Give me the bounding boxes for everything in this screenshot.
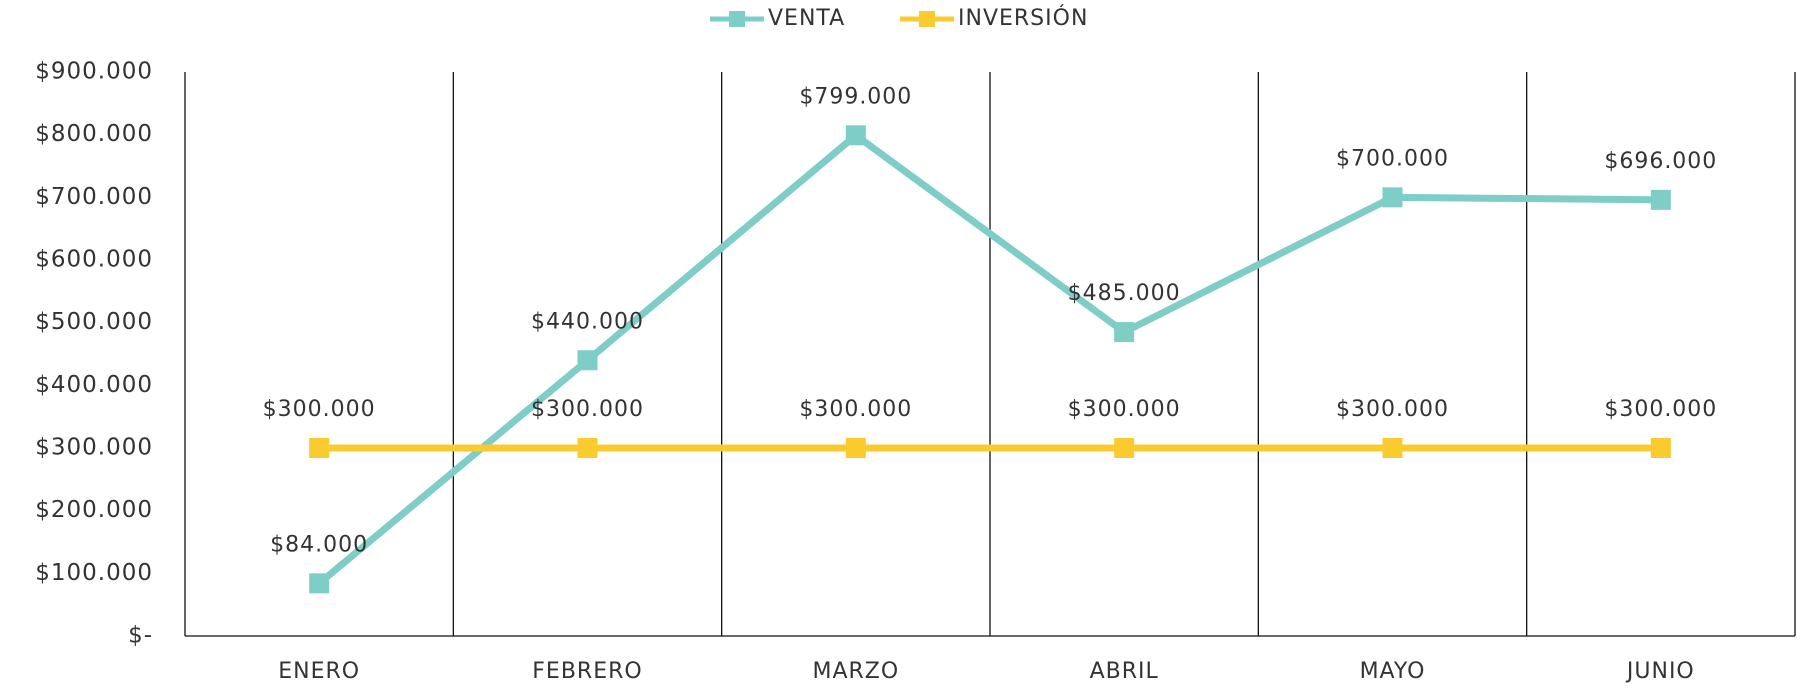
point-marker (1114, 438, 1135, 458)
series-line (316, 130, 1661, 587)
x-tick-label: MARZO (812, 659, 899, 684)
x-tick-label: MAYO (1360, 659, 1426, 684)
x-tick-label: ABRIL (1090, 659, 1159, 684)
x-tick-label: ENERO (278, 659, 360, 684)
data-label: $84.000 (270, 532, 368, 557)
y-tick-label: $500.000 (35, 309, 153, 335)
point-marker (577, 438, 598, 458)
y-tick-label: $400.000 (35, 372, 153, 398)
y-tick-label: $600.000 (35, 247, 153, 273)
y-tick-label: $- (128, 623, 153, 649)
legend-marker (919, 11, 935, 27)
legend-label: INVERSIÓN (958, 5, 1088, 31)
data-label: $799.000 (799, 84, 912, 109)
y-tick-label: $900.000 (35, 59, 153, 85)
point-marker (309, 573, 330, 594)
data-label: $300.000 (1068, 397, 1181, 422)
y-tick-label: $300.000 (35, 435, 153, 461)
data-label: $300.000 (263, 397, 376, 422)
y-tick-label: $700.000 (35, 184, 153, 210)
data-label: $485.000 (1068, 281, 1181, 306)
point-marker (1382, 438, 1403, 458)
data-label: $696.000 (1604, 149, 1717, 174)
x-tick-label: JUNIO (1625, 659, 1695, 684)
point-marker (845, 125, 866, 146)
point-marker (1382, 187, 1403, 208)
y-tick-label: $800.000 (35, 121, 153, 147)
y-tick-label: $200.000 (35, 497, 153, 523)
legend-label: VENTA (768, 6, 845, 31)
x-tick-label: FEBRERO (532, 659, 642, 684)
point-marker (577, 350, 598, 371)
point-marker (1650, 189, 1671, 210)
data-label: $300.000 (799, 397, 912, 422)
data-label: $440.000 (531, 309, 644, 334)
data-label: $300.000 (531, 397, 644, 422)
point-marker (1650, 438, 1671, 458)
y-tick-label: $100.000 (35, 560, 153, 586)
point-marker (309, 438, 330, 458)
data-label: $300.000 (1604, 397, 1717, 422)
data-label: $300.000 (1336, 397, 1449, 422)
point-marker (845, 438, 866, 458)
point-marker (1114, 322, 1135, 343)
legend-marker (729, 11, 745, 27)
data-label: $700.000 (1336, 146, 1449, 171)
